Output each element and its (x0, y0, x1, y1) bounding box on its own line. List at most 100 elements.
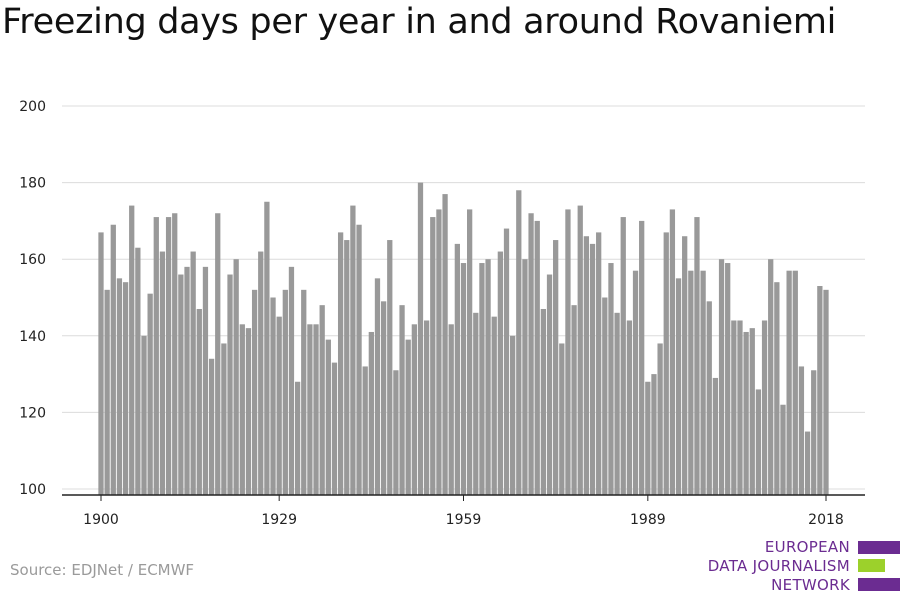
bar (368, 331, 374, 495)
bar (712, 377, 719, 495)
bar (202, 266, 209, 495)
bar (116, 278, 123, 495)
bar (467, 209, 473, 495)
bar (399, 305, 405, 495)
bar (571, 305, 577, 495)
bar (307, 324, 313, 495)
bar (522, 259, 528, 495)
bar (811, 370, 817, 495)
bar (675, 278, 682, 495)
bar (411, 324, 417, 495)
bar (700, 270, 706, 495)
y-tick-label: 140 (19, 329, 46, 345)
bar (491, 316, 497, 495)
bar (135, 247, 141, 495)
bar (694, 217, 700, 495)
bar (393, 370, 399, 495)
bar (245, 328, 252, 495)
bar (737, 320, 743, 495)
bar (479, 263, 485, 495)
x-axis-ticks: 1900 1929 1959 1989 2018 (83, 495, 844, 528)
bar (159, 251, 166, 495)
bar (276, 316, 282, 495)
bar (153, 217, 159, 495)
bar (553, 240, 559, 495)
y-tick-label: 200 (19, 99, 46, 115)
bar (215, 213, 221, 496)
bar (651, 374, 657, 495)
edjnet-logo: EUROPEAN DATA JOURNALISM NETWORK (690, 538, 900, 596)
bar (313, 324, 319, 495)
bar (663, 232, 669, 495)
bar (184, 266, 190, 495)
bar (528, 213, 534, 496)
bar (755, 389, 762, 495)
bar (602, 297, 608, 495)
bar (319, 305, 325, 495)
bar (288, 266, 295, 495)
bar (190, 251, 196, 495)
bar (301, 289, 307, 495)
bar (632, 270, 639, 495)
bar (596, 232, 602, 495)
bar (534, 220, 540, 495)
x-tick-label: 1959 (446, 512, 482, 528)
bar (608, 263, 614, 495)
logo-bar-purple-top (858, 541, 900, 554)
y-axis-ticks: 100 120 140 160 180 200 (19, 99, 46, 498)
bar (798, 366, 805, 495)
bar (362, 366, 368, 495)
bar (682, 236, 688, 495)
bar (423, 320, 430, 495)
bar (577, 205, 583, 495)
bar (743, 331, 749, 495)
bar (104, 289, 110, 495)
bar (122, 282, 129, 495)
bar (264, 201, 270, 495)
bar (639, 220, 645, 495)
bar (718, 259, 725, 495)
bar (761, 320, 768, 495)
bar (454, 243, 460, 495)
bar (817, 286, 823, 495)
bar (565, 209, 571, 495)
logo-line-2: DATA JOURNALISM (707, 557, 850, 575)
bar (688, 270, 694, 495)
y-tick-label: 160 (19, 252, 46, 268)
bar (129, 205, 135, 495)
bar (356, 224, 362, 496)
bar (430, 217, 436, 495)
bar (258, 251, 264, 495)
bar (540, 308, 547, 495)
bar (233, 259, 239, 495)
bar (669, 209, 676, 495)
x-tick-label: 1900 (83, 512, 119, 528)
bar (589, 243, 596, 495)
bar (774, 282, 780, 495)
bar (387, 240, 393, 495)
bar (251, 289, 258, 495)
chart-title: Freezing days per year in and around Rov… (2, 2, 837, 42)
y-tick-label: 100 (19, 482, 46, 498)
bar (473, 312, 479, 495)
logo-line-1: EUROPEAN (764, 538, 850, 556)
bar (350, 205, 356, 495)
bar (374, 278, 381, 495)
source-note: Source: EDJNet / ECMWF (10, 561, 195, 579)
bar (337, 232, 344, 495)
bar (208, 358, 215, 495)
bar (98, 232, 104, 495)
bar (559, 343, 565, 495)
bar (706, 301, 712, 495)
bar (804, 431, 811, 495)
bar (405, 339, 411, 495)
bar (325, 339, 331, 495)
bar (178, 274, 184, 495)
bar (614, 312, 620, 495)
bars-group (98, 182, 829, 496)
y-tick-label: 120 (19, 405, 46, 421)
bar (497, 251, 503, 495)
logo-bar-purple-bottom (858, 578, 900, 591)
bar (516, 190, 522, 495)
